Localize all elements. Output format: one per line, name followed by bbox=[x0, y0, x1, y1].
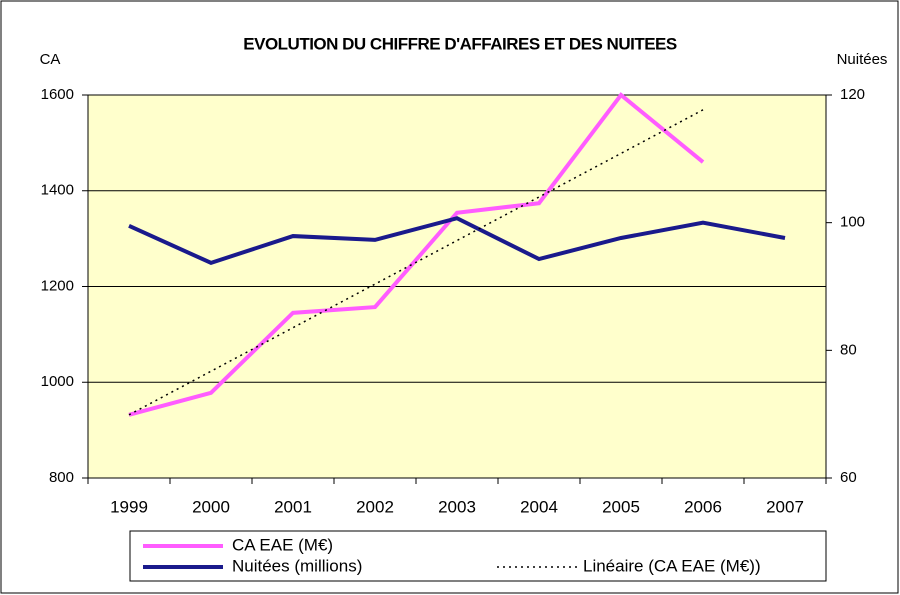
legend bbox=[129, 530, 827, 582]
x-tick-label: 2002 bbox=[356, 497, 394, 516]
y2-axis-label: Nuitées bbox=[837, 51, 888, 68]
legend-label: Linéaire (CA EAE (M€)) bbox=[583, 556, 761, 575]
legend-label: CA EAE (M€) bbox=[232, 535, 333, 554]
series-line bbox=[128, 109, 704, 416]
legend-label: Nuitées (millions) bbox=[232, 556, 362, 575]
y-axis-label: CA bbox=[40, 51, 61, 68]
y2-tick-label: 120 bbox=[840, 86, 865, 103]
x-tick-label: 2001 bbox=[274, 497, 312, 516]
x-tick-label: 2003 bbox=[438, 497, 476, 516]
series-line bbox=[128, 92, 705, 417]
x-tick-label: 2005 bbox=[602, 497, 640, 516]
x-tick-label: 2006 bbox=[684, 497, 722, 516]
y-tick-label: 1000 bbox=[41, 373, 74, 390]
x-tick-label: 1999 bbox=[110, 497, 148, 516]
y2-tick-label: 60 bbox=[840, 469, 857, 486]
y2-tick-label: 100 bbox=[840, 214, 865, 231]
x-tick-label: 2004 bbox=[520, 497, 558, 516]
y-tick-label: 1600 bbox=[41, 86, 74, 103]
y-tick-label: 1200 bbox=[41, 277, 74, 294]
y-tick-label: 800 bbox=[49, 469, 74, 486]
y-tick-label: 1400 bbox=[41, 182, 74, 199]
x-tick-label: 2007 bbox=[766, 497, 804, 516]
series-line bbox=[128, 216, 786, 266]
y2-tick-label: 80 bbox=[840, 341, 857, 358]
chart-title: EVOLUTION DU CHIFFRE D'AFFAIRES ET DES N… bbox=[243, 34, 677, 53]
x-tick-label: 2000 bbox=[192, 497, 230, 516]
